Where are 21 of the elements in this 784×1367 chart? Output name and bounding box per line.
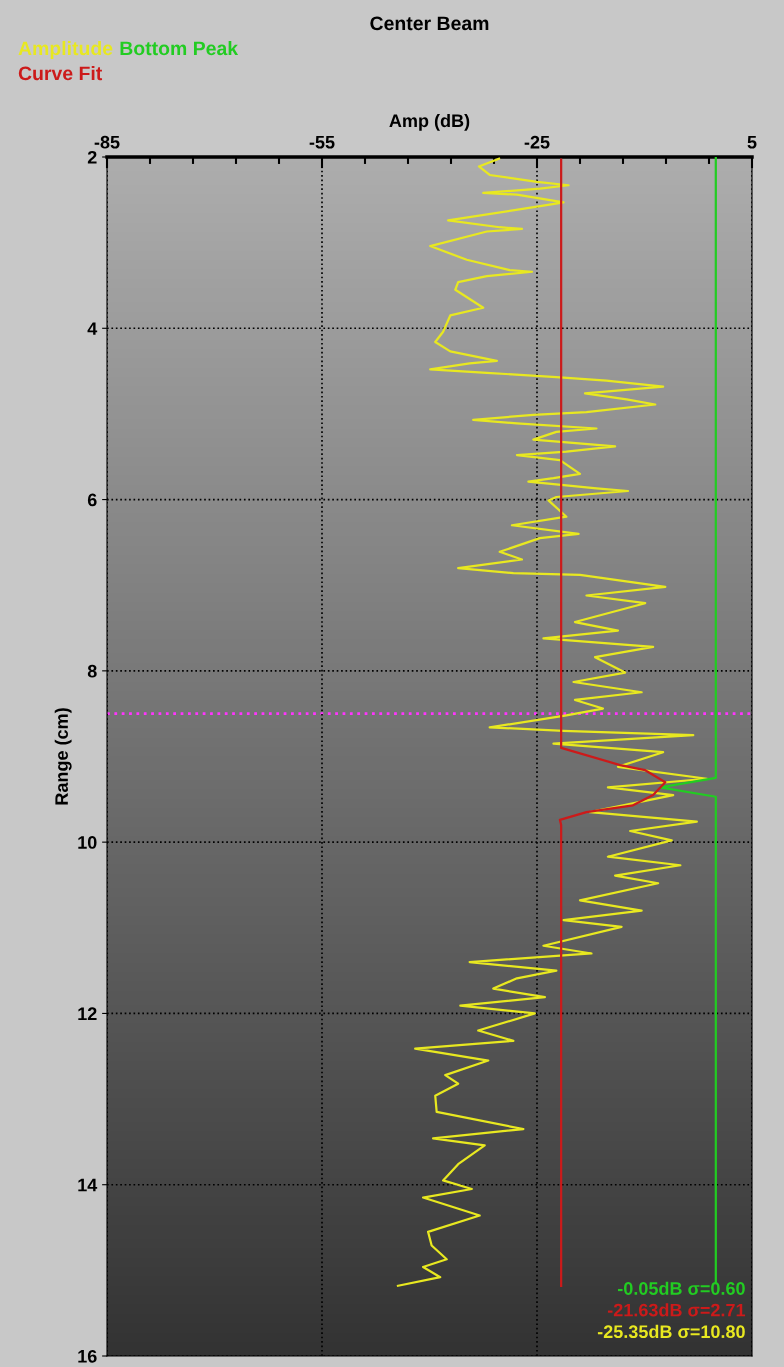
y-tick-label: 12 bbox=[78, 1007, 97, 1020]
y-axis-title: Range (cm) bbox=[54, 708, 72, 805]
y-tick-label: 14 bbox=[78, 1178, 98, 1192]
y-tick-label: 6 bbox=[87, 493, 97, 507]
y-tick-label: 16 bbox=[78, 1349, 97, 1363]
y-tick-label: 10 bbox=[78, 836, 97, 849]
chart-title: Center Beam bbox=[370, 16, 489, 31]
y-tick-label: 8 bbox=[87, 664, 97, 678]
y-tick-label: 4 bbox=[87, 322, 98, 335]
x-axis-title: Amp (dB) bbox=[389, 113, 470, 131]
x-tick-label: 5 bbox=[747, 135, 757, 149]
y-tick-label: 2 bbox=[87, 150, 97, 164]
annotation: -25.35dB σ=10.80 bbox=[597, 1324, 745, 1339]
x-tick-label: -55 bbox=[309, 135, 335, 149]
annotation: -0.05dB σ=0.60 bbox=[617, 1281, 745, 1295]
x-tick-label: -25 bbox=[524, 135, 550, 149]
text: Curve Fit bbox=[18, 65, 103, 81]
x-tick-label: -85 bbox=[94, 135, 120, 149]
annotation: -21.63dB σ=2.71 bbox=[607, 1303, 746, 1317]
text: Bottom Peak bbox=[120, 40, 239, 56]
text: Amplitude bbox=[18, 40, 113, 60]
